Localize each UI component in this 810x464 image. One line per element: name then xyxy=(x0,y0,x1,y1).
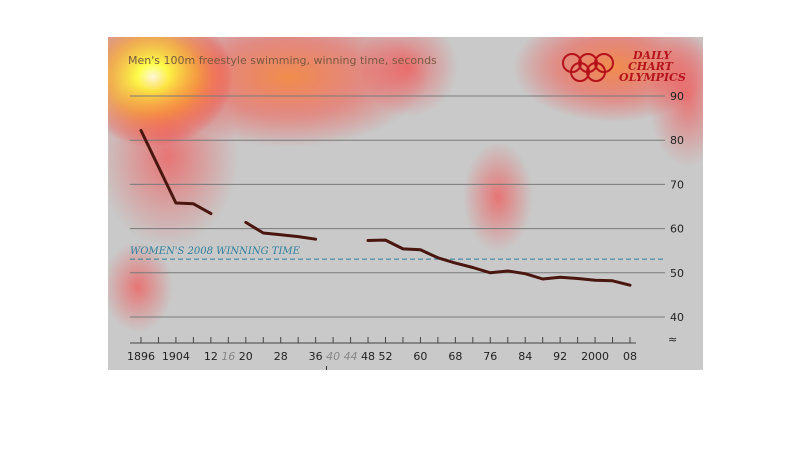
y-tick-label-80: 80 xyxy=(670,134,684,147)
reference-line-label: WOMEN'S 2008 WINNING TIME xyxy=(130,246,301,257)
x-tick-label-1920: 20 xyxy=(239,350,253,363)
x-tick-label-1904: 1904 xyxy=(162,350,190,363)
y-tick-label-40: 40 xyxy=(670,311,684,324)
x-tick-label-1948: 48 xyxy=(361,350,375,363)
x-tick-marks xyxy=(140,337,631,343)
y-tick-label-50: 50 xyxy=(670,267,684,280)
x-tick-label-2000: 2000 xyxy=(581,350,609,363)
reference-line: WOMEN'S 2008 WINNING TIME xyxy=(130,246,665,260)
x-tick-label-2008: 08 xyxy=(623,350,637,363)
logo-line-chart: CHART xyxy=(628,60,674,73)
olympic-rings-logo xyxy=(562,53,614,82)
logo-line-daily: DAILY xyxy=(632,49,672,62)
x-tick-label-1976: 76 xyxy=(483,350,497,363)
x-tick-label-1960: 60 xyxy=(413,350,427,363)
y-tick-label-70: 70 xyxy=(670,178,684,191)
x-tick-label-1912: 12 xyxy=(204,350,218,363)
x-tick-label-1992: 92 xyxy=(553,350,567,363)
y-tick-label-60: 60 xyxy=(670,223,684,236)
chart-panel: 40 50 60 70 80 90 1896 1904 12 16 20 28 36 40 44 48 52 6… xyxy=(108,37,703,370)
series-line-segment-1 xyxy=(139,129,213,216)
axis-break-symbol: ≈ xyxy=(668,333,677,346)
x-tick-label-1944: 44 xyxy=(344,350,358,363)
series-line-segment-2 xyxy=(244,220,318,241)
series-men-100m-freestyle xyxy=(139,129,632,287)
chart-title: Men's 100m freestyle swimming, winning t… xyxy=(128,54,437,67)
x-tick-label-1916: 16 xyxy=(221,350,235,363)
cursor-mark xyxy=(326,366,327,370)
x-tick-label-1952: 52 xyxy=(379,350,393,363)
x-tick-label-1928: 28 xyxy=(274,350,288,363)
logo-line-olympics: OLYMPICS xyxy=(619,71,686,84)
x-tick-label-1968: 68 xyxy=(448,350,462,363)
x-tick-label-1940: 40 xyxy=(326,350,340,363)
heatmap-overlay xyxy=(108,37,703,332)
x-tick-labels: 1896 1904 12 16 20 28 36 40 44 48 52 60 68 76 84 92 2000… xyxy=(127,350,637,363)
x-tick-label-1936: 36 xyxy=(309,350,323,363)
y-tick-label-90: 90 xyxy=(670,90,684,103)
y-gridlines xyxy=(130,95,665,318)
x-tick-label-1896: 1896 xyxy=(127,350,155,363)
x-tick-label-1984: 84 xyxy=(518,350,532,363)
y-tick-labels: 40 50 60 70 80 90 xyxy=(670,90,684,324)
series-line-segment-3 xyxy=(366,238,632,287)
